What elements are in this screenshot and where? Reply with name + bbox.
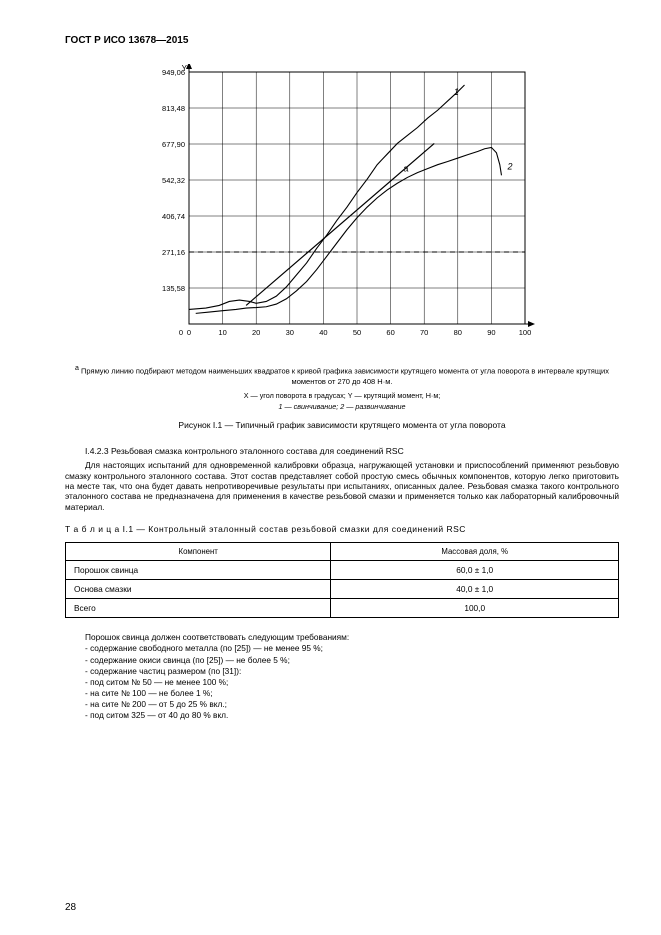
svg-text:a: a	[403, 163, 408, 173]
svg-text:20: 20	[252, 328, 260, 337]
svg-text:813,48: 813,48	[162, 104, 185, 113]
requirements-item: - содержание частиц размером (по [31]):	[65, 666, 619, 677]
svg-text:2: 2	[506, 161, 512, 171]
body-paragraph: Для настоящих испытаний для одновременно…	[65, 460, 619, 512]
svg-text:70: 70	[420, 328, 428, 337]
svg-text:542,32: 542,32	[162, 176, 185, 185]
table-cell-component: Основа смазки	[66, 580, 331, 599]
svg-text:10: 10	[218, 328, 226, 337]
composition-table: Компонент Массовая доля, % Порошок свинц…	[65, 542, 619, 618]
legend-note: 1 — свинчивание; 2 — развинчивание	[65, 402, 619, 413]
svg-text:0: 0	[187, 328, 191, 337]
svg-text:60: 60	[386, 328, 394, 337]
requirements-block: Порошок свинца должен соответствовать сл…	[65, 632, 619, 722]
table-row: Порошок свинца60,0 ± 1,0	[66, 561, 619, 580]
svg-text:677,90: 677,90	[162, 140, 185, 149]
table-header-component: Компонент	[66, 543, 331, 561]
section-heading: I.4.2.3 Резьбовая смазка контрольного эт…	[65, 446, 619, 456]
legend-2: 2 — развинчивание	[340, 402, 405, 411]
doc-header: ГОСТ Р ИСО 13678—2015	[65, 35, 619, 46]
svg-text:271,16: 271,16	[162, 248, 185, 257]
chart-container: 0102030405060708090100135,58271,16406,74…	[147, 64, 537, 352]
svg-text:30: 30	[286, 328, 294, 337]
svg-text:135,58: 135,58	[162, 284, 185, 293]
table-title: Т а б л и ц а I.1 — Контрольный эталонны…	[65, 524, 619, 534]
svg-text:40: 40	[319, 328, 327, 337]
svg-text:80: 80	[454, 328, 462, 337]
table-cell-value: 40,0 ± 1,0	[331, 580, 619, 599]
footnote-a: a Прямую линию подбирают методом наимень…	[65, 364, 619, 387]
legend-1: 1 — свинчивание;	[278, 402, 340, 411]
torque-angle-chart: 0102030405060708090100135,58271,16406,74…	[147, 64, 537, 352]
table-cell-value: 60,0 ± 1,0	[331, 561, 619, 580]
svg-text:0: 0	[179, 328, 183, 337]
requirements-item: - под ситом № 50 — не менее 100 %;	[65, 677, 619, 688]
svg-text:50: 50	[353, 328, 361, 337]
page-root: ГОСТ Р ИСО 13678—2015 010203040506070809…	[0, 0, 661, 935]
svg-text:1: 1	[454, 87, 459, 97]
footnote-a-text: Прямую линию подбирают методом наименьши…	[81, 367, 609, 386]
page-number: 28	[65, 902, 76, 913]
table-row: Основа смазки40,0 ± 1,0	[66, 580, 619, 599]
table-cell-value: 100,0	[331, 599, 619, 618]
requirements-item: - под ситом 325 — от 40 до 80 % вкл.	[65, 710, 619, 721]
table-cell-component: Всего	[66, 599, 331, 618]
axis-note: X — угол поворота в градусах; Y — крутящ…	[65, 391, 619, 402]
table-header-row: Компонент Массовая доля, %	[66, 543, 619, 561]
table-row: Всего100,0	[66, 599, 619, 618]
table-cell-component: Порошок свинца	[66, 561, 331, 580]
figure-caption: Рисунок I.1 — Типичный график зависимост…	[65, 420, 619, 430]
requirements-item: - на сите № 100 — не более 1 %;	[65, 688, 619, 699]
requirements-item: - содержание свободного металла (по [25]…	[65, 643, 619, 654]
table-header-massfrac: Массовая доля, %	[331, 543, 619, 561]
requirements-item: - на сите № 200 — от 5 до 25 % вкл.;	[65, 699, 619, 710]
requirements-item: - содержание окиси свинца (по [25]) — не…	[65, 655, 619, 666]
svg-text:406,74: 406,74	[162, 212, 185, 221]
svg-text:100: 100	[519, 328, 532, 337]
svg-text:90: 90	[487, 328, 495, 337]
requirements-lead: Порошок свинца должен соответствовать сл…	[65, 632, 619, 643]
